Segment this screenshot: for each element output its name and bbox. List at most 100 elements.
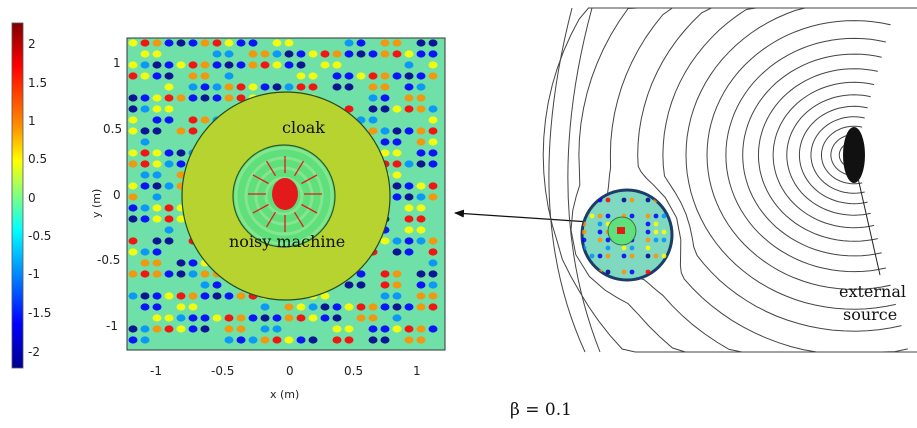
wave-blob <box>416 138 426 146</box>
wave-blob <box>200 314 210 322</box>
pattern-dot <box>661 213 667 219</box>
wave-blob <box>392 314 402 322</box>
wave-blob <box>236 61 246 69</box>
wave-blob <box>140 259 150 267</box>
wave-blob <box>164 94 174 102</box>
wave-blob <box>380 237 390 245</box>
wave-blob <box>260 50 270 58</box>
wave-blob <box>152 116 162 124</box>
wave-blob <box>200 72 210 80</box>
wave-blob <box>188 72 198 80</box>
pattern-dot <box>621 245 627 251</box>
wave-blob <box>152 72 162 80</box>
x-tick: -0.5 <box>211 364 234 378</box>
wave-blob <box>380 50 390 58</box>
pattern-dot <box>645 229 651 235</box>
wave-blob <box>416 215 426 223</box>
pattern-dot <box>597 237 603 243</box>
wave-blob <box>236 94 246 102</box>
wave-blob <box>224 50 234 58</box>
wave-blob <box>308 50 318 58</box>
wave-blob <box>164 226 174 234</box>
wave-blob <box>392 248 402 256</box>
wave-blob <box>296 303 306 311</box>
wave-blob <box>140 39 150 47</box>
wave-blob <box>164 149 174 157</box>
wave-blob <box>404 248 414 256</box>
pattern-dot <box>589 269 595 275</box>
wave-blob <box>212 292 222 300</box>
wave-blob <box>260 314 270 322</box>
wave-blob <box>344 50 354 58</box>
wave-blob <box>140 138 150 146</box>
wave-blob <box>188 303 198 311</box>
source-label-line2: source <box>843 305 897 324</box>
wave-blob <box>140 292 150 300</box>
wave-blob <box>284 50 294 58</box>
wave-blob <box>332 83 342 91</box>
colorbar: 2 1.5 1 0.5 0 -0.5 -1 -1.5 -2 <box>11 22 51 369</box>
wave-blob <box>416 237 426 245</box>
wave-blob <box>392 50 402 58</box>
wave-blob <box>236 83 246 91</box>
wave-blob <box>212 314 222 322</box>
y-axis-ticks: 1 0.5 0 -0.5 -1 <box>97 56 122 333</box>
small-source <box>617 227 625 234</box>
wave-blob <box>272 336 282 344</box>
wave-blob <box>248 50 258 58</box>
wave-blob <box>152 237 162 245</box>
pattern-dot <box>645 245 651 251</box>
pattern-dot <box>621 197 627 203</box>
wave-blob <box>140 336 150 344</box>
wave-blob <box>140 182 150 190</box>
wave-blob <box>296 50 306 58</box>
wave-blob <box>368 83 378 91</box>
x-tick: 0 <box>286 364 294 378</box>
field-line <box>725 37 886 273</box>
wave-blob <box>212 94 222 102</box>
y-axis-label: y (m) <box>90 189 103 218</box>
wave-blob <box>332 50 342 58</box>
wave-blob <box>176 39 186 47</box>
wave-blob <box>140 149 150 157</box>
colorbar-gradient <box>11 22 24 369</box>
wave-blob <box>128 336 138 344</box>
noise-ray <box>293 211 305 228</box>
y-tick: 0 <box>113 188 121 202</box>
wave-blob <box>416 72 426 80</box>
noise-ray <box>301 203 318 214</box>
pattern-dot <box>645 197 651 203</box>
wave-blob <box>212 50 222 58</box>
wave-blob <box>224 336 234 344</box>
wave-blob <box>392 193 402 201</box>
wave-blob <box>188 314 198 322</box>
wave-blob <box>404 204 414 212</box>
wave-blob <box>380 105 390 113</box>
zoom-arrow <box>454 209 591 223</box>
wave-blob <box>380 138 390 146</box>
wave-blob <box>416 204 426 212</box>
wave-blob <box>176 149 186 157</box>
wave-blob <box>404 325 414 333</box>
pattern-dot <box>645 269 651 275</box>
wave-blob <box>248 39 258 47</box>
wave-blob <box>224 94 234 102</box>
wave-blob <box>404 83 414 91</box>
wave-blob <box>320 50 330 58</box>
wave-blob <box>200 270 210 278</box>
wave-blob <box>392 325 402 333</box>
wave-blob <box>416 182 426 190</box>
pattern-dot <box>653 213 659 219</box>
wave-blob <box>188 259 198 267</box>
wave-blob <box>428 50 438 58</box>
noise-ray <box>293 160 305 177</box>
wave-blob <box>128 149 138 157</box>
wave-blob <box>404 303 414 311</box>
pattern-dot <box>589 213 595 219</box>
wave-blob <box>140 215 150 223</box>
wave-blob <box>308 83 318 91</box>
wave-blob <box>404 237 414 245</box>
wave-blob <box>416 105 426 113</box>
wave-blob <box>152 182 162 190</box>
noise-ray <box>265 211 277 228</box>
